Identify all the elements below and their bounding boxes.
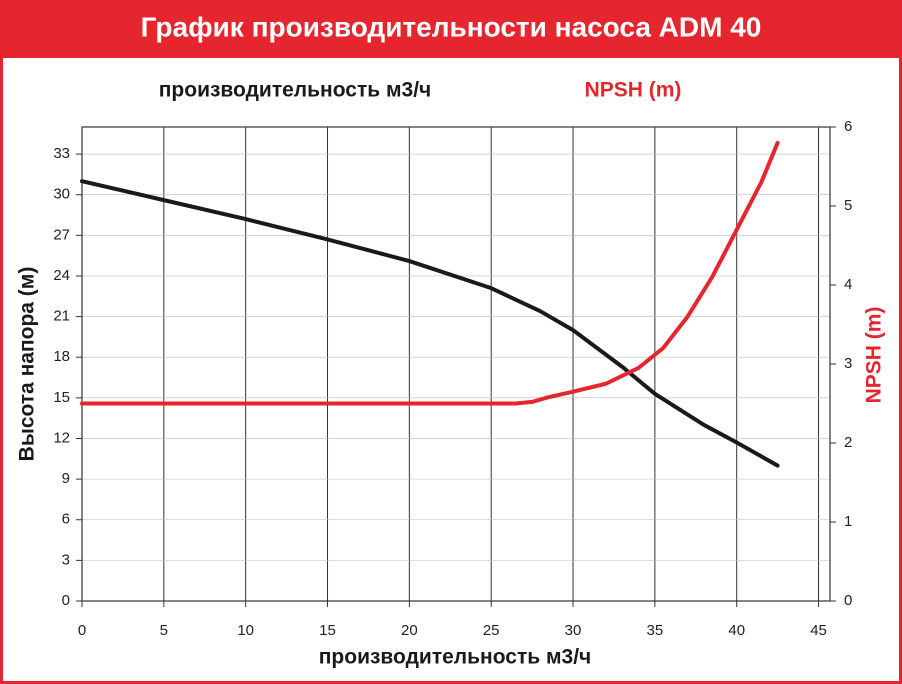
data-line bbox=[80, 140, 780, 406]
background bbox=[3, 58, 899, 681]
y2-tick-label: 4 bbox=[844, 276, 852, 293]
data-line bbox=[80, 179, 780, 468]
y-tick-label: 18 bbox=[53, 348, 70, 365]
legend-label: NPSH (m) bbox=[585, 79, 682, 102]
x-tick-label: 25 bbox=[483, 622, 500, 639]
y-tick-label: 9 bbox=[62, 470, 70, 487]
x-tick-label: 0 bbox=[78, 622, 86, 639]
y2-tick-label: 3 bbox=[844, 355, 852, 372]
y2-tick-label: 5 bbox=[844, 197, 852, 214]
y-tick-label: 21 bbox=[53, 308, 70, 325]
y2-tick-label: 0 bbox=[844, 592, 852, 609]
y-axis-label: Высота напора (м) bbox=[16, 267, 39, 462]
x-tick-label: 5 bbox=[160, 622, 168, 639]
x-tick-label: 20 bbox=[401, 622, 418, 639]
y-tick-label: 0 bbox=[62, 592, 70, 609]
y2-tick-label: 2 bbox=[844, 434, 852, 451]
x-tick-label: 40 bbox=[728, 622, 745, 639]
y2-axis-label: NPSH (m) bbox=[863, 307, 886, 404]
y-tick-label: 30 bbox=[53, 186, 70, 203]
y2-tick-label: 1 bbox=[844, 513, 852, 530]
x-axis-label: производительность м3/ч bbox=[319, 646, 592, 669]
y-tick-label: 15 bbox=[53, 389, 70, 406]
x-tick-label: 10 bbox=[237, 622, 254, 639]
y-tick-label: 3 bbox=[62, 551, 70, 568]
y2-tick-label: 6 bbox=[844, 118, 852, 135]
x-tick-label: 15 bbox=[319, 622, 336, 639]
legend-label: производительность м3/ч bbox=[159, 79, 432, 102]
chart-title: График производительности насоса ADM 40 bbox=[141, 11, 762, 42]
y-tick-label: 27 bbox=[53, 226, 70, 243]
plot-border bbox=[81, 126, 831, 602]
x-tick-label: 30 bbox=[565, 622, 582, 639]
y-tick-label: 12 bbox=[53, 429, 70, 446]
y-tick-label: 24 bbox=[53, 267, 70, 284]
x-tick-label: 45 bbox=[810, 622, 827, 639]
y-tick-label: 6 bbox=[62, 511, 70, 528]
x-tick-label: 35 bbox=[647, 622, 664, 639]
y-tick-label: 33 bbox=[53, 145, 70, 162]
